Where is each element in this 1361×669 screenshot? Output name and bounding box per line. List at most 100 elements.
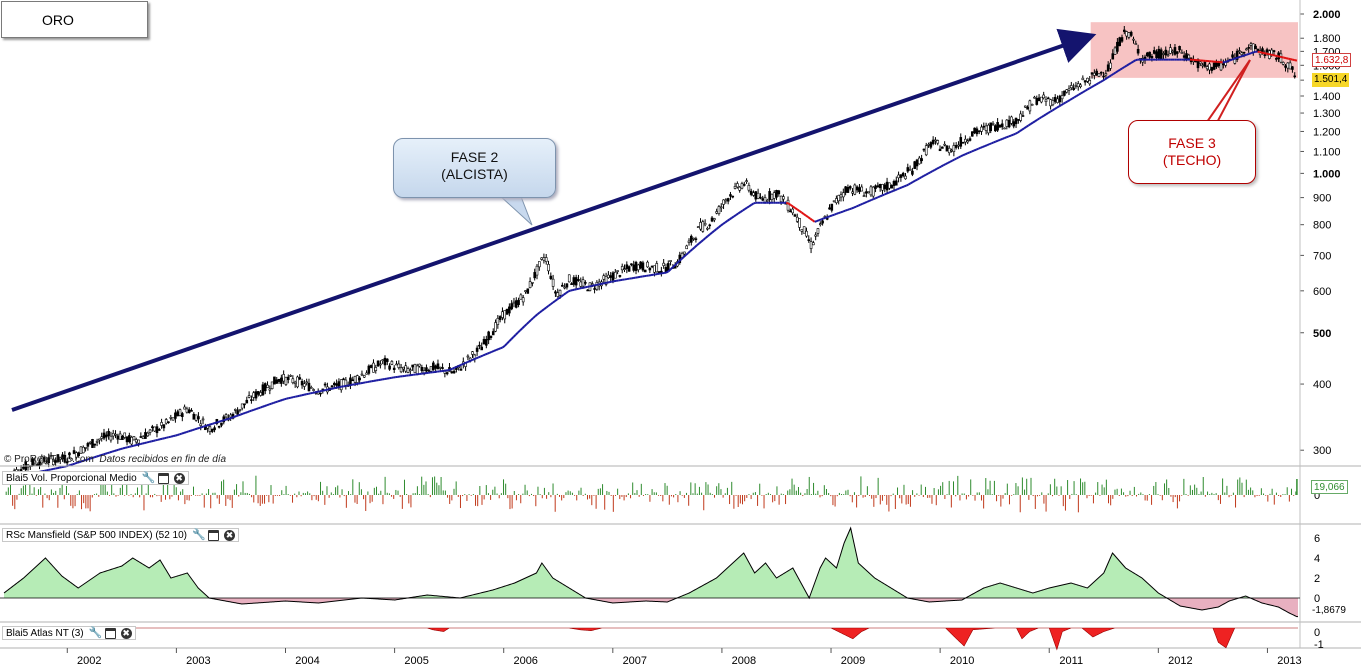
price-candle-body bbox=[450, 371, 454, 374]
price-candle-body bbox=[1127, 32, 1131, 38]
price-candle-body bbox=[1187, 54, 1191, 59]
price-candle-body bbox=[947, 147, 951, 154]
ma-segment bbox=[800, 211, 805, 215]
ma-segment bbox=[469, 359, 473, 362]
x-tick-label: 2007 bbox=[623, 655, 647, 667]
price-candle-body bbox=[1026, 106, 1029, 110]
window-icon[interactable] bbox=[157, 472, 169, 484]
wrench-icon[interactable]: 🔧 bbox=[141, 471, 156, 484]
price-candle-body bbox=[282, 374, 285, 382]
price-candle-body bbox=[660, 270, 663, 273]
ma-segment bbox=[188, 429, 191, 433]
price-candle-body bbox=[275, 379, 279, 384]
price-candle-body bbox=[369, 365, 373, 368]
price-candle-body bbox=[68, 452, 71, 456]
price-candle-body bbox=[114, 433, 117, 436]
ma-segment bbox=[744, 206, 748, 210]
price-candle-body bbox=[894, 180, 898, 186]
ma-segment bbox=[510, 336, 515, 340]
ma-segment bbox=[1237, 55, 1241, 59]
price-candle-body bbox=[989, 122, 993, 132]
ma-segment bbox=[177, 433, 180, 436]
close-icon[interactable]: ✖ bbox=[224, 529, 236, 541]
ma-segment bbox=[1021, 127, 1025, 131]
wrench-icon[interactable]: 🔧 bbox=[192, 528, 206, 541]
ma-segment bbox=[493, 349, 497, 352]
price-candle-body bbox=[994, 125, 997, 132]
price-candle-body bbox=[526, 288, 530, 294]
price-tick-label: 1.300 bbox=[1313, 108, 1341, 120]
price-candle-body bbox=[438, 366, 442, 369]
ma-segment bbox=[940, 164, 944, 168]
ma-segment bbox=[560, 293, 565, 298]
ma-segment bbox=[547, 303, 552, 307]
price-candle-body bbox=[533, 272, 536, 279]
ma-segment bbox=[803, 213, 807, 217]
window-icon[interactable] bbox=[208, 529, 220, 541]
close-icon[interactable]: ✖ bbox=[173, 472, 185, 484]
price-candle-body bbox=[1265, 49, 1269, 53]
price-candle-body bbox=[749, 190, 753, 195]
price-candle-body bbox=[52, 458, 55, 465]
price-candle-body bbox=[655, 263, 659, 273]
ma-segment bbox=[726, 218, 731, 222]
price-candle-body bbox=[116, 435, 120, 440]
ma-segment bbox=[938, 165, 942, 169]
price-candle-body bbox=[706, 227, 709, 230]
ma-segment bbox=[1084, 88, 1088, 92]
price-candle-body bbox=[342, 378, 345, 381]
ma-segment bbox=[543, 306, 547, 310]
price-candle-body bbox=[1074, 85, 1078, 87]
price-candle-body bbox=[1113, 47, 1117, 55]
window-icon[interactable] bbox=[104, 627, 116, 639]
price-candle-body bbox=[1247, 47, 1250, 49]
price-candle-body bbox=[514, 300, 518, 308]
price-candle-body bbox=[171, 417, 175, 421]
price-candle-body bbox=[259, 392, 262, 396]
price-candle-body bbox=[427, 370, 431, 372]
ma-segment bbox=[724, 220, 728, 224]
price-candle-body bbox=[524, 290, 527, 292]
ma-segment bbox=[1108, 74, 1112, 78]
price-candle-body bbox=[434, 365, 437, 369]
x-tick-label: 2006 bbox=[513, 655, 537, 667]
price-candle-body bbox=[1017, 119, 1020, 121]
price-candle-body bbox=[1063, 90, 1066, 96]
price-candle-body bbox=[977, 130, 981, 133]
ma-segment bbox=[849, 207, 853, 211]
ma-segment bbox=[1004, 136, 1008, 140]
price-candle-body bbox=[1157, 48, 1161, 59]
ma-segment bbox=[667, 268, 672, 273]
price-candle-body bbox=[81, 446, 85, 454]
ma-segment bbox=[1027, 123, 1032, 127]
price-candle-body bbox=[220, 422, 223, 426]
ma-segment bbox=[982, 145, 986, 148]
price-candle-body bbox=[818, 223, 822, 226]
price-candle-body bbox=[722, 199, 725, 205]
price-candle-body bbox=[1162, 53, 1165, 55]
wrench-icon[interactable]: 🔧 bbox=[88, 626, 103, 639]
price-candle-body bbox=[809, 241, 813, 249]
price-candle-body bbox=[1132, 38, 1135, 41]
chart-title: ORO bbox=[1, 1, 148, 38]
ma-segment bbox=[98, 454, 102, 457]
price-candle-body bbox=[125, 436, 129, 443]
price-candle-body bbox=[1284, 65, 1287, 68]
price-candle-body bbox=[816, 228, 820, 234]
ma-segment bbox=[993, 140, 997, 144]
price-candle-body bbox=[61, 454, 64, 460]
price-candle-body bbox=[344, 379, 348, 386]
ma-segment bbox=[1065, 100, 1069, 104]
ma-segment bbox=[884, 192, 888, 196]
ma-segment bbox=[504, 342, 508, 347]
ma-segment bbox=[216, 420, 220, 424]
ma-segment bbox=[251, 408, 255, 412]
ma-segment bbox=[183, 431, 187, 434]
price-candle-body bbox=[855, 186, 859, 191]
ma-segment bbox=[1290, 58, 1293, 61]
close-icon[interactable]: ✖ bbox=[120, 627, 132, 639]
price-candle-body bbox=[84, 447, 87, 449]
price-candle-body bbox=[602, 275, 606, 280]
